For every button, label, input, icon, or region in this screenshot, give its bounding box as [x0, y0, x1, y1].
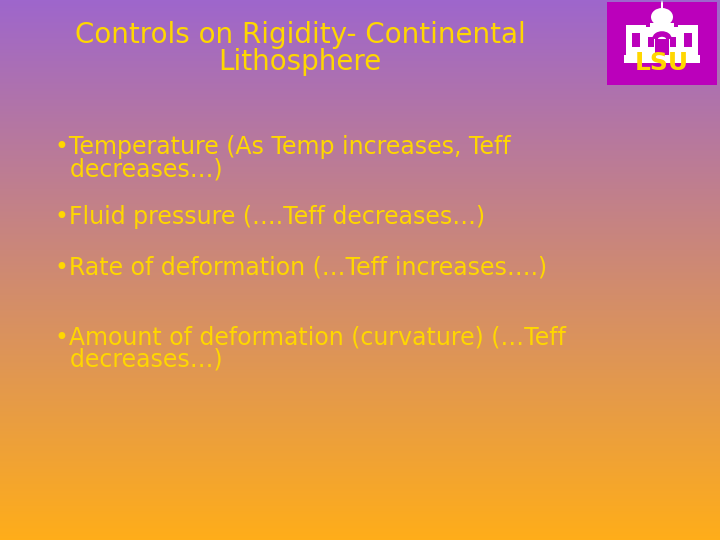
Text: Lithosphere: Lithosphere	[218, 48, 382, 76]
Bar	[648, 37, 654, 47]
Bar	[644, 27, 680, 55]
FancyArrow shape	[661, 0, 663, 11]
Bar	[670, 37, 676, 47]
Text: Controls on Rigidity- Continental: Controls on Rigidity- Continental	[75, 21, 526, 49]
Bar	[632, 33, 640, 47]
Bar	[624, 55, 700, 63]
Bar	[626, 25, 646, 55]
FancyBboxPatch shape	[607, 2, 717, 85]
Text: •Fluid pressure (….Teff decreases…): •Fluid pressure (….Teff decreases…)	[55, 205, 485, 229]
Text: •Temperature (As Temp increases, Teff: •Temperature (As Temp increases, Teff	[55, 135, 510, 159]
Bar	[684, 33, 692, 47]
Bar	[650, 23, 674, 29]
Text: decreases…): decreases…)	[55, 347, 222, 371]
Text: decreases…): decreases…)	[55, 157, 222, 181]
Ellipse shape	[651, 8, 673, 26]
Text: LSU: LSU	[635, 51, 689, 75]
Text: •Rate of deformation (…Teff increases….): •Rate of deformation (…Teff increases….)	[55, 255, 547, 279]
Bar	[678, 25, 698, 55]
Text: •Amount of deformation (curvature) (…Teff: •Amount of deformation (curvature) (…Tef…	[55, 325, 566, 349]
Bar	[655, 39, 669, 55]
